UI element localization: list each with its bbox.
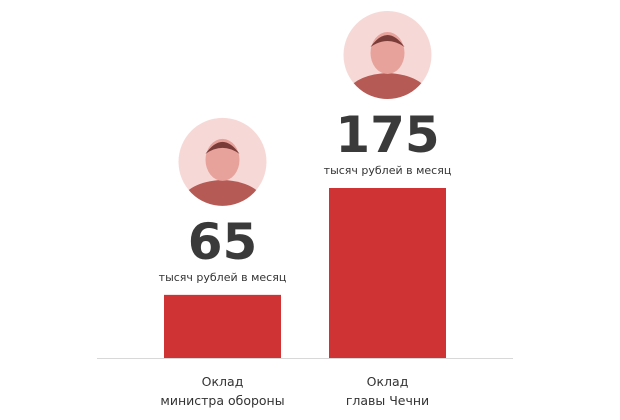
value-label: 65 <box>188 213 258 271</box>
portrait-hair <box>205 141 240 154</box>
portrait-hair <box>370 35 405 47</box>
category-label: Оклад министра обороны <box>160 374 285 408</box>
portrait <box>178 117 267 206</box>
unit-label: тысяч рублей в месяц <box>324 164 452 177</box>
portrait <box>343 11 432 99</box>
bar <box>164 294 281 358</box>
bar <box>329 188 446 358</box>
category-label: Оклад главы Чечни <box>345 374 430 408</box>
unit-label: тысяч рублей в месяц <box>159 271 287 284</box>
value-label: 175 <box>335 106 439 164</box>
